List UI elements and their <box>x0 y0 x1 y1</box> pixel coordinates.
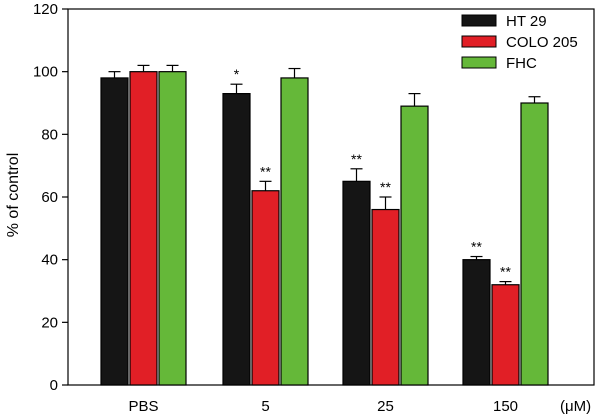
y-tick-label: 60 <box>41 189 58 206</box>
legend-label: HT 29 <box>506 13 547 30</box>
significance-marker: ** <box>351 151 362 167</box>
legend-swatch <box>461 56 497 69</box>
x-tick-label: 150 <box>493 398 518 415</box>
significance-marker: ** <box>380 179 391 195</box>
significance-marker: * <box>234 66 240 82</box>
bar <box>129 71 158 386</box>
legend-label: FHC <box>506 55 537 72</box>
bar <box>462 259 491 386</box>
bar <box>251 190 280 386</box>
bar <box>342 180 371 386</box>
x-tick-label: PBS <box>128 398 158 415</box>
bar <box>158 71 187 386</box>
bar <box>280 77 309 386</box>
significance-marker: ** <box>471 239 482 255</box>
y-axis-label: % of control <box>5 153 22 237</box>
y-tick-label: 120 <box>33 1 58 18</box>
bar <box>400 105 429 386</box>
bar <box>491 284 520 386</box>
x-tick-label: 25 <box>377 398 394 415</box>
bar <box>100 77 129 386</box>
legend-swatch <box>461 14 497 27</box>
significance-marker: ** <box>500 264 511 280</box>
significance-marker: ** <box>260 163 271 179</box>
y-tick-label: 40 <box>41 252 58 269</box>
bar <box>520 102 549 386</box>
x-tick-label: 5 <box>261 398 269 415</box>
y-tick-label: 100 <box>33 64 58 81</box>
x-axis-unit: (μM) <box>560 398 591 415</box>
bar <box>371 208 400 386</box>
bar <box>222 92 251 386</box>
y-tick-label: 80 <box>41 126 58 143</box>
y-tick-label: 20 <box>41 314 58 331</box>
legend-swatch <box>461 35 497 48</box>
y-tick-label: 0 <box>50 377 58 394</box>
legend-label: COLO 205 <box>506 34 578 51</box>
